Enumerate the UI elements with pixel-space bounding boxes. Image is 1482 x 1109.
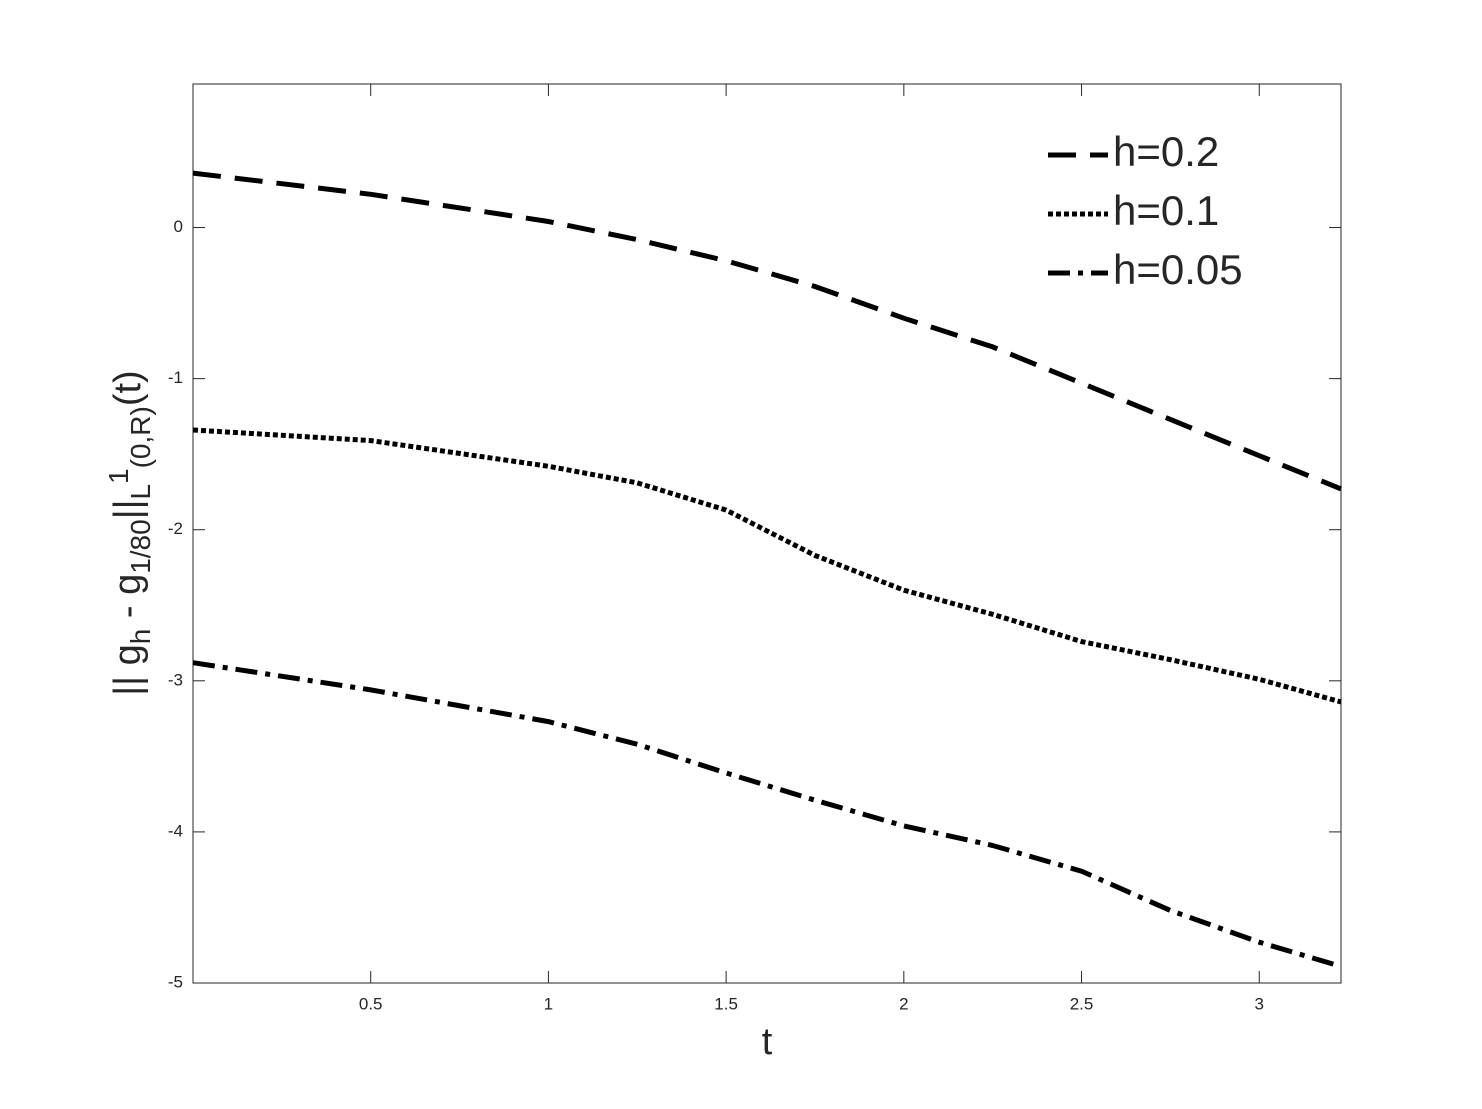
y-axis-label: || gh - g1/80||L1(0,R)(t) [103,370,156,695]
line [192,170,1342,492]
y-axis-label-part: (t) [107,370,149,406]
x-tick-label: 1.5 [714,994,738,1013]
y-tick-label: -2 [168,519,183,538]
y-tick-label: -5 [168,972,183,991]
y-axis-label-part: h [125,629,156,645]
legend-label: h=0.05 [1113,246,1243,293]
y-tick-label: -3 [168,670,183,689]
y-tick-label: -1 [168,368,183,387]
y-axis-label-part: L [125,484,156,500]
legend-label: h=0.1 [1113,187,1219,234]
line [192,427,1342,705]
x-tick-label: 1 [544,994,553,1013]
x-tick-label: 2.5 [1070,994,1094,1013]
y-axis-label-part: 1 [103,468,134,484]
y-axis-label-part: || [107,500,149,520]
y-axis-label-part: (0,R) [125,406,156,468]
x-tick-label: 2 [899,994,908,1013]
y-axis-label-part: - g [107,574,149,629]
x-tick-label: 0.5 [359,994,383,1013]
y-axis-label-part: || g [107,644,149,695]
y-tick-label: -4 [168,821,183,840]
y-tick-label: 0 [174,217,183,236]
y-axis-label-part: 1/80 [125,519,156,574]
x-tick-label: 3 [1255,994,1264,1013]
legend-label: h=0.2 [1113,128,1219,175]
x-axis-label: t [762,1021,773,1063]
